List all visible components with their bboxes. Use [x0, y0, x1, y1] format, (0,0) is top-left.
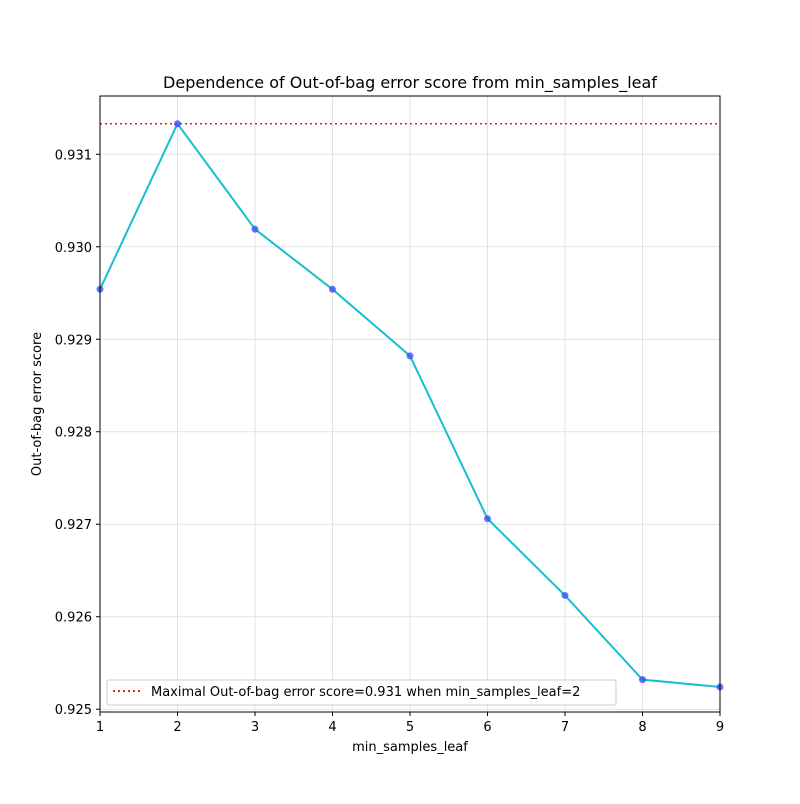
- series-layer: [96, 120, 724, 691]
- data-point: [639, 676, 646, 684]
- data-point: [329, 285, 336, 293]
- legend-box: [106, 679, 617, 706]
- x-tick-label: 1: [96, 720, 104, 735]
- x-axis: 1 2 3 4 5 6 7 8 9: [96, 712, 724, 735]
- data-point: [251, 225, 259, 233]
- x-tick-label: 5: [406, 720, 414, 735]
- y-axis: 0.925 0.926 0.927 0.928 0.929 0.930 0.931: [55, 148, 100, 718]
- data-point: [561, 591, 569, 599]
- y-tick-label: 0.928: [55, 426, 92, 441]
- x-tick-label: 9: [716, 720, 724, 735]
- x-tick-label: 7: [561, 720, 569, 735]
- data-point: [174, 120, 181, 128]
- y-axis-label: Out-of-bag error score: [30, 332, 45, 476]
- y-tick-label: 0.929: [55, 333, 92, 348]
- x-tick-label: 8: [638, 720, 646, 735]
- chart-title: Dependence of Out-of-bag error score fro…: [163, 73, 657, 93]
- x-tick-label: 6: [483, 720, 491, 735]
- y-tick-label: 0.925: [55, 703, 92, 718]
- data-point: [406, 352, 414, 360]
- x-tick-label: 4: [328, 720, 336, 735]
- x-axis-label: min_samples_leaf: [352, 740, 468, 755]
- y-tick-label: 0.927: [55, 518, 92, 533]
- legend: Maximal Out-of-bag error score=0.931 whe…: [106, 679, 617, 706]
- y-tick-label: 0.930: [55, 241, 92, 256]
- x-tick-label: 2: [173, 720, 181, 735]
- y-tick-label: 0.926: [55, 611, 92, 626]
- legend-label: Maximal Out-of-bag error score=0.931 whe…: [151, 685, 580, 700]
- data-point: [484, 515, 491, 523]
- y-tick-label: 0.931: [55, 148, 92, 163]
- x-tick-label: 3: [251, 720, 259, 735]
